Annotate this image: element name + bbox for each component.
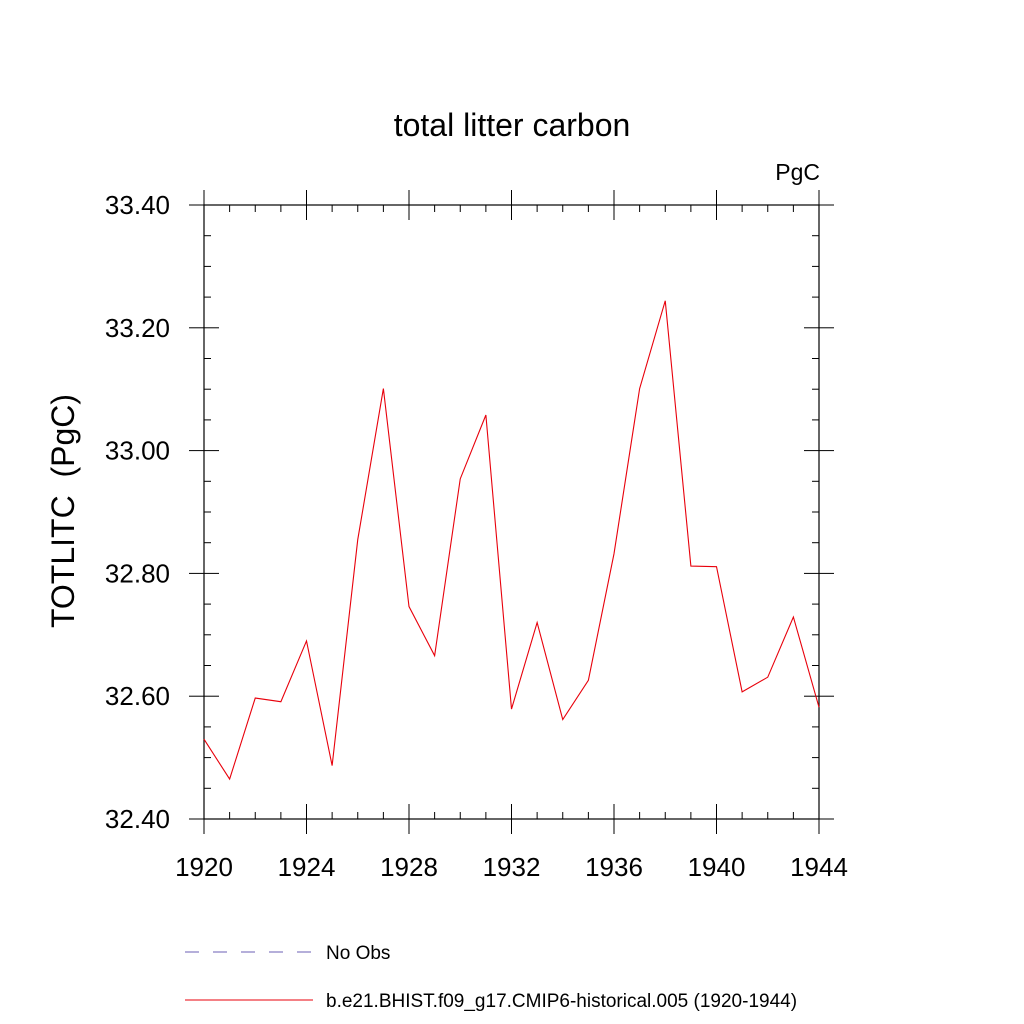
series-line [203,300,820,781]
x-tick-label: 1940 [688,852,746,882]
x-tick-label: 1936 [585,852,643,882]
axis-ticks [189,190,834,834]
y-tick-label: 32.60 [105,681,170,711]
y-tick-label: 33.00 [105,436,170,466]
x-tick-label: 1944 [790,852,848,882]
chart-title: total litter carbon [394,107,631,143]
x-tick-label: 1924 [278,852,336,882]
tick-labels: 1920 1924 1928 1932 1936 1940 1944 32.40 32.60 32… [105,190,848,882]
y-tick-label: 33.40 [105,190,170,220]
x-tick-label: 1928 [380,852,438,882]
legend: No Obs b.e21.BHIST.f09_g17.CMIP6-historic… [185,943,797,1012]
y-axis-label: TOTLITC (PgC) [45,394,81,628]
y-tick-label: 32.80 [105,558,170,588]
series-layer [203,300,820,781]
y-tick-label: 32.40 [105,804,170,834]
x-tick-label: 1920 [175,852,233,882]
y-tick-label: 33.20 [105,313,170,343]
x-tick-label: 1932 [483,852,541,882]
units-label: PgC [775,159,820,185]
legend-label: b.e21.BHIST.f09_g17.CMIP6-historical.005… [326,991,797,1012]
legend-label: No Obs [326,943,390,964]
plot-frame [203,204,820,820]
